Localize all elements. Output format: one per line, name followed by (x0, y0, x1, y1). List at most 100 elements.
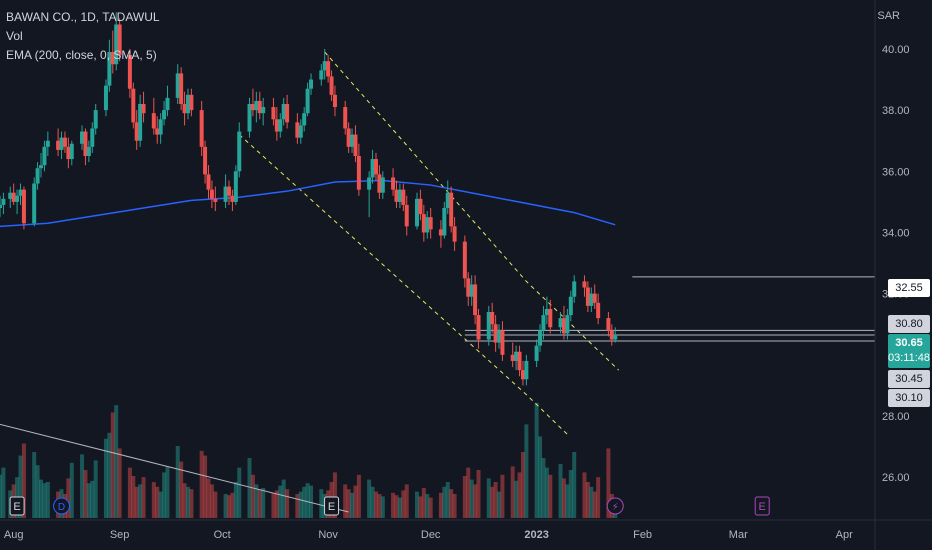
volume-bar (380, 496, 385, 518)
volume-bar (42, 483, 47, 518)
candle-body (45, 140, 50, 147)
candle-body (589, 293, 594, 306)
candle-body (107, 52, 112, 86)
volume-bar (510, 466, 515, 518)
candles (0, 12, 618, 386)
volume-bar (558, 464, 563, 518)
candle-body (500, 330, 505, 355)
candle-body (138, 104, 143, 141)
candle-body (329, 76, 334, 95)
candle-body (466, 278, 471, 297)
volume-bar (199, 450, 204, 518)
bar-countdown: 03:11:48 (888, 352, 931, 364)
candle-body (414, 198, 419, 227)
candle-body (298, 125, 303, 138)
volume-bar (110, 412, 115, 518)
volume-bar (544, 467, 549, 518)
candle-body (585, 287, 590, 306)
volume-trendline (0, 423, 349, 513)
candle-body (80, 131, 85, 144)
price-tag-level-c: 30.10 (888, 389, 930, 407)
candle-body (21, 189, 26, 224)
event-markers: E E E D ⚡ (9, 496, 770, 516)
volume-bar (66, 478, 71, 518)
volume-bar (213, 491, 218, 518)
candle-body (206, 174, 211, 190)
candle-body (254, 100, 259, 111)
volume-bar (397, 497, 402, 518)
candle-body (261, 107, 266, 114)
symbol-title[interactable]: BAWAN CO., 1D, TADAWUL (6, 10, 160, 24)
volume-bar (155, 486, 160, 518)
candle-body (343, 107, 348, 129)
price-tag-level-b: 30.45 (888, 370, 930, 388)
candle-body (394, 189, 399, 202)
candle-body (353, 134, 358, 156)
candle-body (524, 360, 529, 380)
candle-body (596, 302, 601, 319)
volume-bar (414, 491, 419, 518)
volume-bar (346, 489, 351, 518)
volume-bar (209, 484, 214, 518)
price-tick-label: 40.00 (882, 44, 910, 56)
candle-body (541, 315, 546, 331)
volume-bar (127, 467, 132, 518)
volume-legend[interactable]: Vol (6, 29, 23, 43)
volume-bar (490, 486, 495, 518)
volume-bar (524, 424, 529, 518)
volume-bar (350, 492, 355, 518)
volume-bar (257, 489, 262, 518)
candle-body (83, 131, 88, 156)
volume-bar (476, 470, 481, 518)
legend: BAWAN CO., 1D, TADAWUL Vol EMA (200, clo… (6, 8, 160, 65)
candle-body (558, 318, 563, 328)
candle-body (233, 171, 238, 202)
volume-bar (1, 467, 6, 518)
candle-body (93, 110, 98, 129)
price-tick-label: 38.00 (882, 105, 910, 117)
time-tick-label: Aug (4, 529, 24, 541)
volume-bar (568, 470, 573, 518)
candle-body (127, 55, 132, 89)
candle-body (510, 354, 515, 361)
candle-body (131, 88, 136, 123)
volume-bar (438, 492, 443, 518)
volume-bar (548, 474, 553, 518)
candle-body (185, 94, 190, 114)
candle-body (0, 204, 2, 208)
candle-body (462, 241, 467, 279)
candle-body (203, 146, 208, 175)
candle-body (134, 122, 139, 141)
volume-bar (534, 402, 539, 518)
volume-bar (589, 486, 594, 518)
split-icon (606, 497, 624, 515)
candle-body (568, 296, 573, 316)
candle-body (373, 159, 378, 175)
volume-bar (541, 458, 546, 518)
candle-body (42, 146, 47, 166)
volume-bar (343, 484, 348, 518)
time-axis[interactable]: Aug Sep Oct Nov Dec 2023 Feb Mar Apr (4, 529, 853, 541)
candle-body (158, 119, 163, 135)
volume-bar (247, 458, 252, 518)
volume-bar (500, 474, 505, 518)
candle-body (15, 195, 20, 202)
time-tick-label: 2023 (524, 529, 548, 541)
candle-body (247, 104, 252, 132)
candle-body (110, 52, 115, 65)
last-price-value: 30.65 (895, 337, 923, 349)
candle-body (39, 165, 44, 169)
split-icon-label: ⚡ (612, 502, 619, 513)
candle-body (613, 334, 618, 340)
volume-bar (295, 494, 300, 518)
candle-body (428, 217, 433, 230)
volume-bar (302, 486, 307, 518)
candle-body (151, 113, 156, 129)
candle-body (230, 195, 235, 202)
volume-bar (421, 488, 426, 518)
ema-legend[interactable]: EMA (200, close, 0, SMA, 5) (6, 48, 157, 62)
earnings-icon-label: E (13, 501, 20, 513)
candle-body (18, 189, 23, 196)
